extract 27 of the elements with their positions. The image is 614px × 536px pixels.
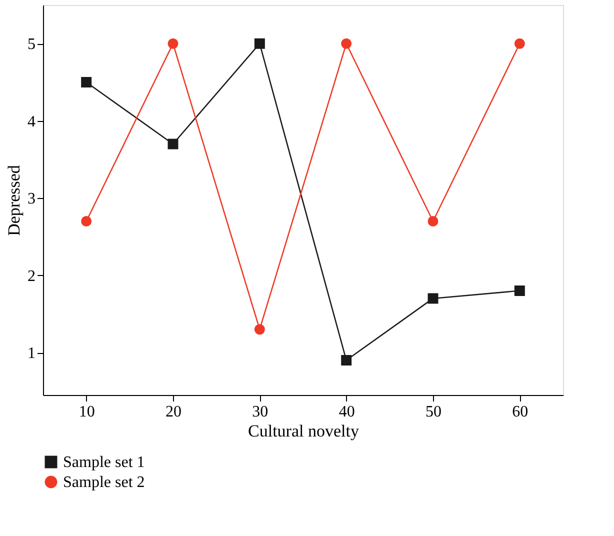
x-tick-label: 50 <box>426 404 442 420</box>
legend-label: Sample set 1 <box>63 454 145 471</box>
y-tick-label: 1 <box>28 345 36 362</box>
y-tick-label: 5 <box>28 36 36 54</box>
x-tick-label: 40 <box>338 404 355 420</box>
x-tick-label: 20 <box>166 404 182 420</box>
y-tick-label: 4 <box>28 113 36 130</box>
y-tick-label: 2 <box>28 268 36 285</box>
point <box>81 76 92 88</box>
point <box>254 324 265 335</box>
point <box>81 216 92 226</box>
x-tick-label: 30 <box>252 404 268 420</box>
x-tick-label: 10 <box>78 404 95 420</box>
legend-label: Sample set 2 <box>63 474 145 491</box>
point <box>254 38 265 49</box>
point <box>341 38 352 49</box>
point <box>428 293 438 304</box>
point <box>428 216 438 226</box>
point <box>168 38 178 49</box>
y-axis-title: Depressed <box>4 164 24 236</box>
point <box>168 138 178 150</box>
x-axis-title: Cultural novelty <box>248 422 360 440</box>
point <box>341 355 352 366</box>
point <box>514 286 525 296</box>
x-tick-label: 60 <box>512 404 528 420</box>
y-tick-label: 3 <box>28 190 36 208</box>
point <box>514 38 525 49</box>
